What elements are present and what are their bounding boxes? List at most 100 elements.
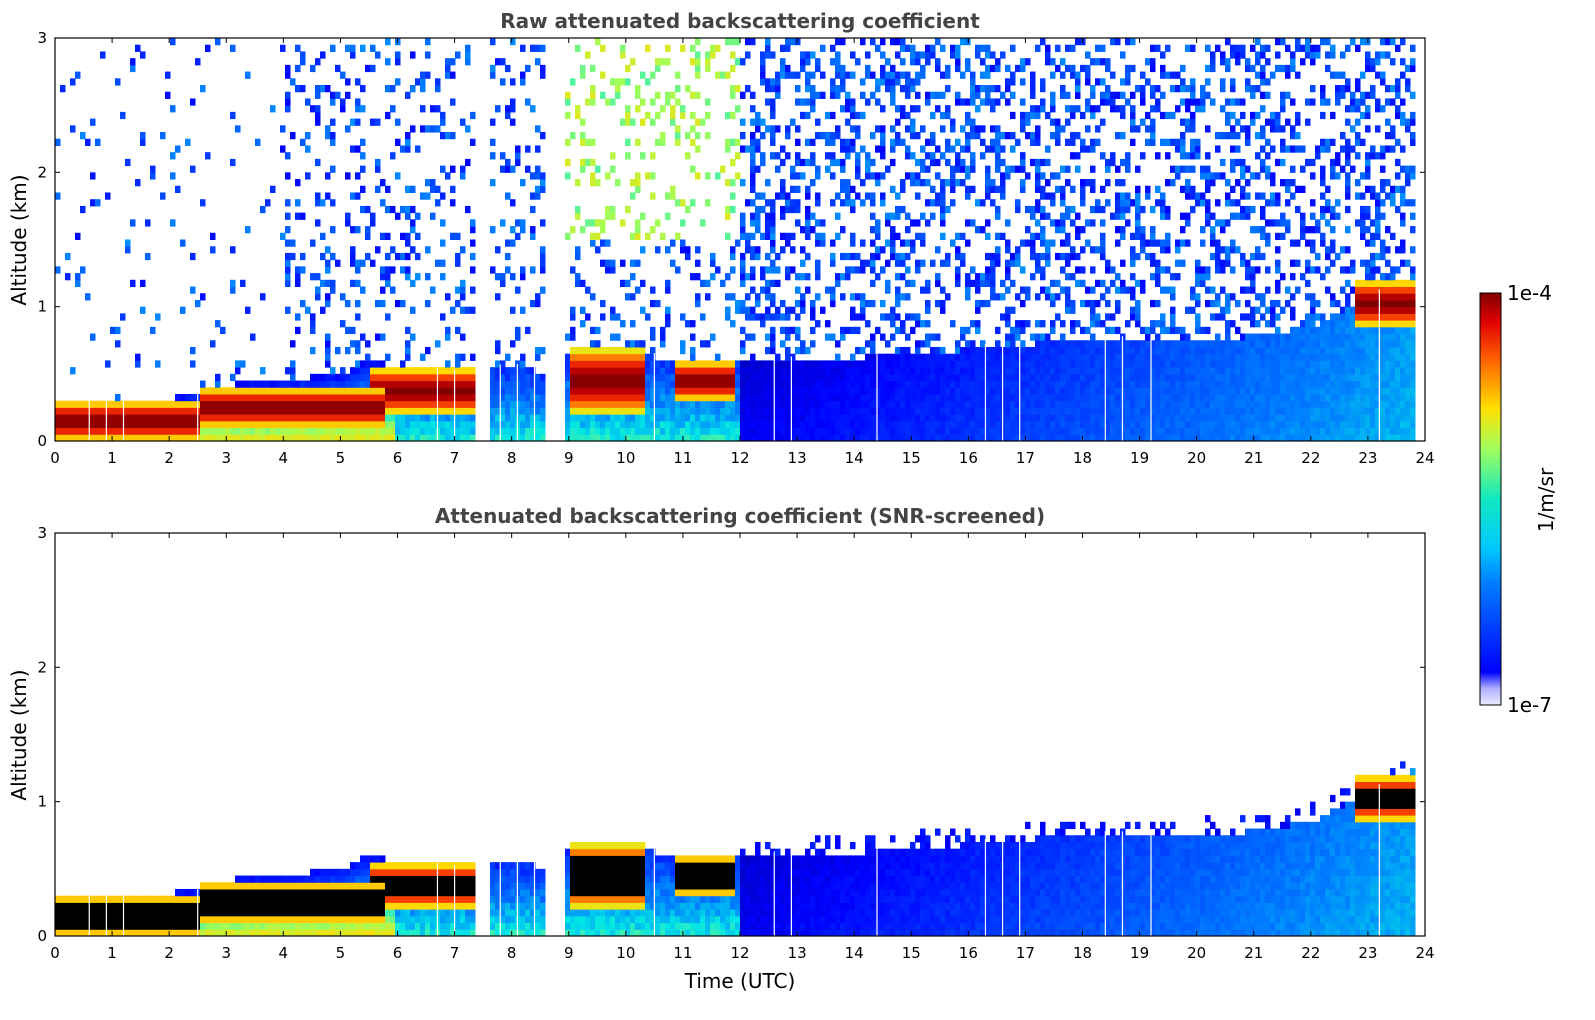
heatmap-cell (395, 252, 401, 261)
heatmap-cell (725, 145, 731, 153)
heatmap-cell (845, 71, 851, 79)
heatmap-cell (620, 414, 626, 422)
heatmap-cell (245, 226, 251, 234)
heatmap-cell (455, 299, 461, 308)
heatmap-cell (925, 286, 931, 294)
heatmap-cell (1070, 414, 1076, 422)
heatmap-cell (685, 420, 691, 429)
heatmap-cell (250, 380, 256, 388)
heatmap-cell (405, 400, 411, 408)
heatmap-cell (1105, 259, 1111, 267)
heatmap-cell (590, 373, 596, 382)
heatmap-cell (785, 306, 791, 314)
heatmap-cell (210, 400, 216, 408)
heatmap-cell (535, 387, 541, 395)
heatmap-cell (1025, 360, 1031, 368)
heatmap-cell (540, 71, 546, 79)
heatmap-cell (635, 219, 641, 227)
heatmap-cell (835, 125, 841, 133)
heatmap-cell (255, 427, 261, 435)
heatmap-cell (950, 145, 956, 153)
heatmap-cell (810, 393, 816, 402)
heatmap-cell (375, 333, 381, 341)
heatmap-cell (835, 71, 841, 79)
heatmap-cell (905, 279, 911, 288)
heatmap-cell (590, 172, 596, 180)
heatmap-cell (340, 320, 346, 328)
heatmap-cell (410, 51, 416, 59)
heatmap-cell (770, 293, 776, 301)
heatmap-cell (1160, 199, 1166, 207)
heatmap-cell (610, 98, 616, 106)
heatmap-cell (1140, 373, 1146, 382)
heatmap-cell (840, 420, 846, 429)
heatmap-cell (1070, 44, 1076, 52)
heatmap-cell (335, 427, 341, 435)
heatmap-cell (1050, 393, 1056, 402)
heatmap-cell (565, 387, 571, 395)
heatmap-cell (700, 400, 706, 408)
heatmap-cell (315, 414, 321, 422)
heatmap-cell (970, 185, 976, 193)
heatmap-cell (950, 118, 956, 126)
heatmap-cell (590, 434, 596, 442)
heatmap-cell (495, 293, 501, 301)
heatmap-cell (1050, 192, 1056, 200)
heatmap-cell (310, 387, 316, 395)
heatmap-cell (815, 360, 821, 368)
heatmap-cell (795, 333, 801, 341)
heatmap-cell (705, 51, 711, 59)
heatmap-cell (960, 346, 966, 355)
heatmap-cell (995, 259, 1001, 267)
heatmap-cell (1090, 286, 1096, 294)
heatmap-cell (625, 205, 631, 214)
heatmap-cell (1160, 380, 1166, 388)
heatmap-cell (1015, 246, 1021, 254)
heatmap-cell (915, 232, 921, 240)
heatmap-cell (685, 414, 691, 422)
heatmap-cell (1095, 246, 1101, 254)
heatmap-cell (460, 367, 466, 375)
heatmap-cell (1035, 407, 1041, 415)
heatmap-cell (140, 414, 146, 422)
heatmap-cell (430, 367, 436, 375)
heatmap-cell (400, 393, 406, 402)
heatmap-cell (315, 286, 321, 294)
heatmap-cell (885, 239, 891, 247)
heatmap-cell (75, 427, 81, 435)
heatmap-cell (820, 306, 826, 314)
heatmap-cell (1105, 326, 1111, 335)
heatmap-cell (885, 340, 891, 348)
heatmap-cell (810, 313, 816, 321)
heatmap-cell (1065, 367, 1071, 375)
heatmap-cell (800, 387, 806, 395)
heatmap-cell (210, 427, 216, 435)
heatmap-cell (715, 427, 721, 435)
heatmap-cell (590, 360, 596, 368)
heatmap-cell (720, 165, 726, 173)
heatmap-cell (495, 273, 501, 281)
heatmap-cell (935, 145, 941, 153)
heatmap-cell (140, 400, 146, 408)
heatmap-cell (265, 427, 271, 435)
heatmap-cell (1095, 367, 1101, 375)
heatmap-cell (565, 172, 571, 180)
heatmap-cell (970, 165, 976, 173)
heatmap-cell (635, 91, 641, 99)
heatmap-cell (690, 91, 696, 99)
heatmap-cell (460, 414, 466, 422)
heatmap-cell (740, 380, 746, 388)
heatmap-cell (845, 373, 851, 382)
heatmap-cell (1125, 199, 1131, 207)
heatmap-cell (1185, 192, 1191, 200)
heatmap-cell (625, 340, 631, 348)
heatmap-cell (635, 259, 641, 267)
heatmap-cell (785, 434, 791, 442)
heatmap-cell (315, 105, 321, 113)
heatmap-cell (765, 400, 771, 408)
heatmap-cell (610, 434, 616, 442)
heatmap-cell (930, 138, 936, 146)
heatmap-cell (495, 340, 501, 348)
heatmap-cell (765, 387, 771, 395)
heatmap-cell (775, 306, 781, 314)
